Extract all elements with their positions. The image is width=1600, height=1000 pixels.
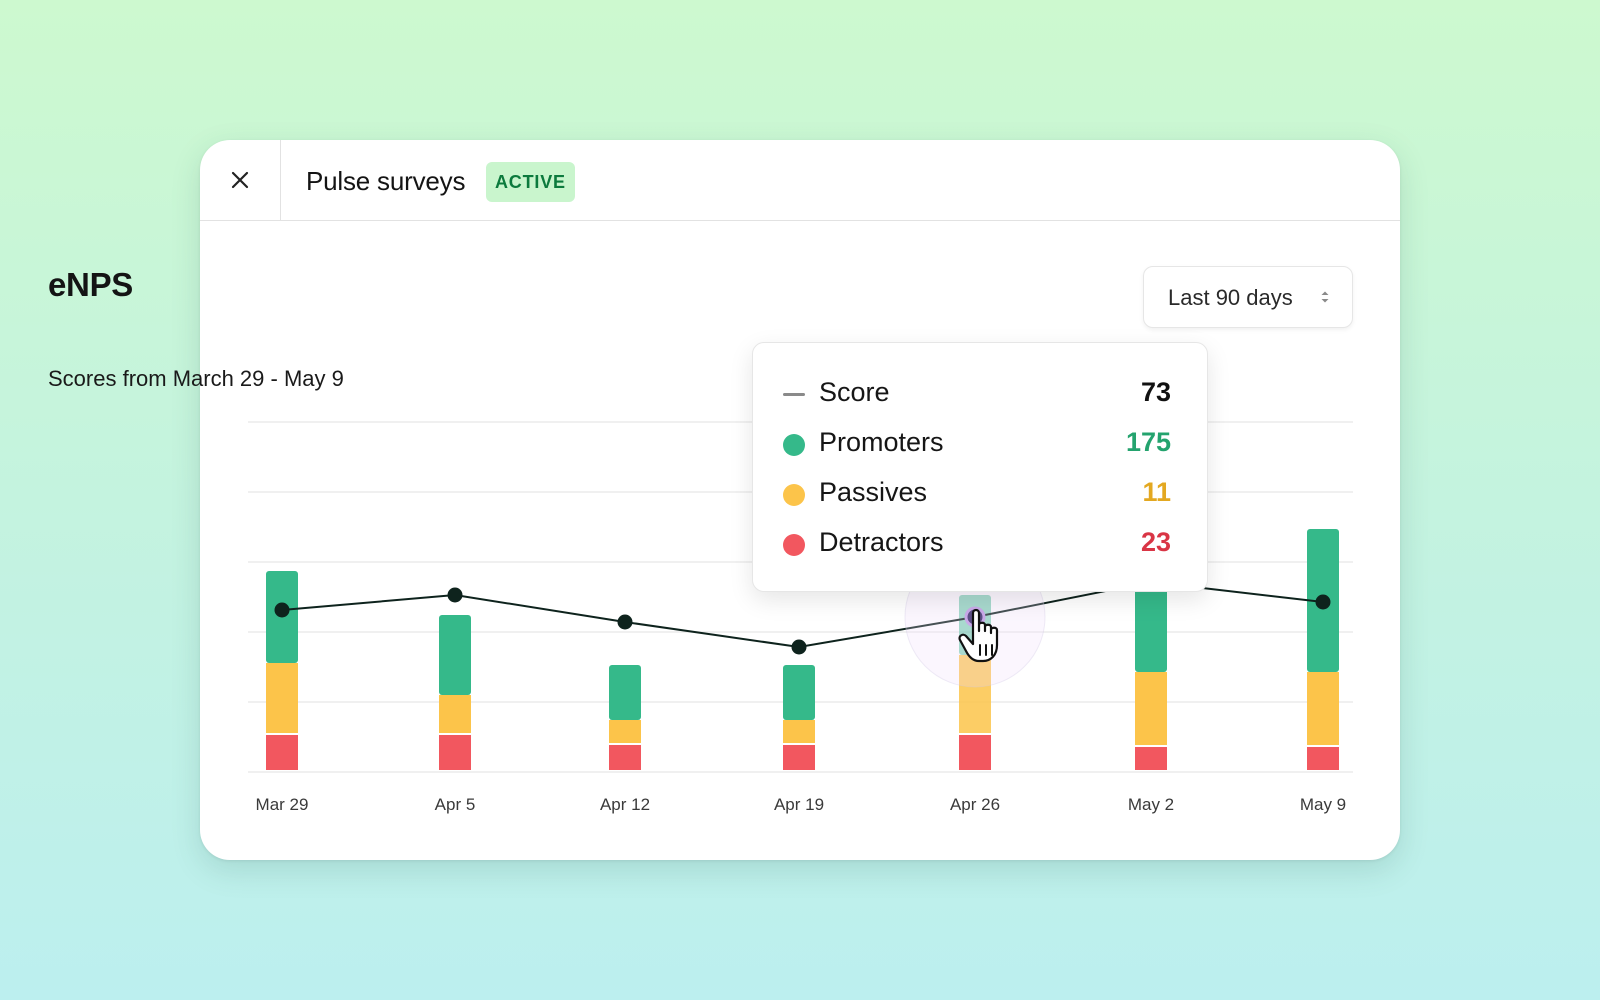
bar-promoters[interactable]: [1135, 567, 1167, 672]
x-tick-label: May 9: [1300, 795, 1346, 814]
tooltip-value: 23: [1140, 527, 1171, 557]
score-point[interactable]: [617, 614, 633, 630]
tooltip-row-passives: Passives 11: [783, 477, 1171, 511]
tooltip-value: 11: [1142, 477, 1171, 507]
tooltip-label: Score: [819, 377, 890, 407]
score-point[interactable]: [447, 587, 463, 603]
score-point[interactable]: [791, 639, 807, 655]
tooltip-label: Promoters: [819, 427, 944, 457]
bar-detractors[interactable]: [783, 745, 815, 770]
tooltip-label: Detractors: [819, 527, 944, 557]
bar-passives[interactable]: [1307, 672, 1339, 745]
x-tick-label: Apr 26: [950, 795, 1000, 814]
page-title: Pulse surveys: [306, 166, 466, 196]
bar-promoters[interactable]: [609, 665, 641, 720]
bar-passives[interactable]: [266, 663, 298, 733]
bar-detractors[interactable]: [266, 735, 298, 770]
bar-passives[interactable]: [1135, 672, 1167, 745]
bar-passives[interactable]: [783, 720, 815, 743]
date-range-select[interactable]: Last 90 days: [1143, 266, 1353, 328]
bar-promoters[interactable]: [783, 665, 815, 720]
status-badge: ACTIVE: [486, 162, 575, 202]
tooltip-value: 73: [1140, 377, 1171, 407]
bar-passives[interactable]: [439, 695, 471, 733]
chevron-up-down-icon: [1321, 291, 1329, 303]
score-point[interactable]: [1315, 594, 1331, 610]
bar-promoters[interactable]: [439, 615, 471, 695]
promoters-dot: [783, 434, 805, 456]
x-tick-label: May 2: [1128, 795, 1174, 814]
detractors-dot: [783, 534, 805, 556]
bar-detractors[interactable]: [1135, 747, 1167, 770]
chart-subtitle: Scores from March 29 - May 9: [48, 366, 344, 391]
x-tick-label: Apr 5: [435, 795, 476, 814]
section-title: eNPS: [48, 266, 134, 303]
chart-tooltip: Score 73 Promoters 175 Passives 11 Detra…: [752, 342, 1208, 592]
x-tick-label: Apr 12: [600, 795, 650, 814]
bar-detractors[interactable]: [609, 745, 641, 770]
tooltip-value: 175: [1125, 427, 1171, 457]
close-button[interactable]: [200, 140, 281, 220]
date-range-label: Last 90 days: [1168, 285, 1293, 310]
bar-detractors[interactable]: [439, 735, 471, 770]
passives-dot: [783, 484, 805, 506]
tooltip-row-promoters: Promoters 175: [783, 427, 1171, 461]
bar-passives[interactable]: [609, 720, 641, 743]
close-icon: [231, 171, 249, 189]
score-point[interactable]: [274, 602, 290, 618]
bar-detractors[interactable]: [1307, 747, 1339, 770]
x-tick-label: Apr 19: [774, 795, 824, 814]
bar-detractors[interactable]: [959, 735, 991, 770]
hand-pointer-icon: [958, 608, 999, 663]
tooltip-row-score: Score 73: [783, 377, 1171, 411]
x-tick-label: Mar 29: [256, 795, 309, 814]
bar-passives[interactable]: [959, 655, 991, 733]
card-header: Pulse surveys ACTIVE: [200, 140, 1400, 221]
score-legend-line: [783, 393, 805, 396]
tooltip-label: Passives: [819, 477, 928, 507]
tooltip-row-detractors: Detractors 23: [783, 527, 1171, 561]
